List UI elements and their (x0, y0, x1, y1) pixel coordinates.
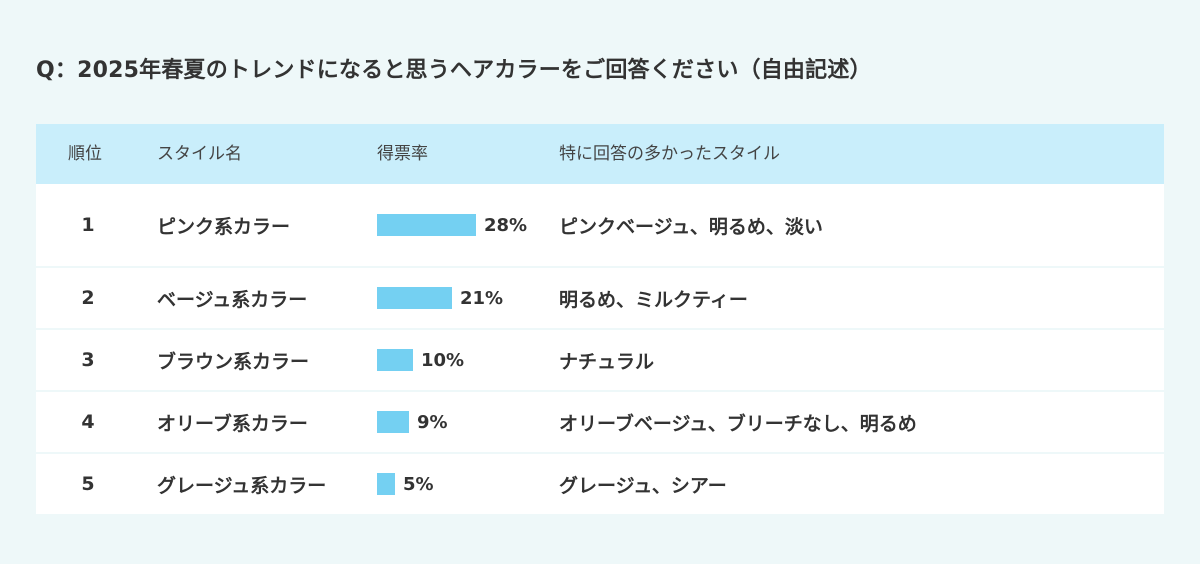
rank-number: 4 (81, 411, 95, 433)
share-cell: 5% (377, 454, 434, 514)
rank-number: 5 (81, 473, 95, 495)
share-percent: 9% (417, 411, 448, 433)
share-percent: 10% (421, 349, 465, 371)
share-percent: 28% (484, 214, 528, 236)
share-cell: 10% (377, 330, 464, 390)
share-bar (377, 349, 413, 371)
rank-number: 2 (81, 287, 95, 309)
style-name: グレージュ系カラー (157, 474, 327, 497)
top-comments: ナチュラル (559, 350, 655, 373)
share-bar (377, 411, 409, 433)
header-share: 得票率 (377, 144, 428, 164)
share-percent: 21% (460, 287, 504, 309)
style-name: オリーブ系カラー (157, 412, 308, 435)
table-header: 順位 スタイル名 得票率 特に回答の多かったスタイル (36, 124, 1164, 184)
table-row: 3 ブラウン系カラー 10% ナチュラル (36, 330, 1164, 392)
style-name: ピンク系カラー (157, 215, 291, 238)
top-comments: オリーブベージュ、ブリーチなし、明るめ (559, 412, 917, 435)
header-comment: 特に回答の多かったスタイル (559, 144, 780, 164)
top-comments: 明るめ、ミルクティー (559, 288, 748, 311)
style-name: ブラウン系カラー (157, 350, 310, 373)
header-style: スタイル名 (157, 144, 242, 164)
share-cell: 21% (377, 268, 503, 328)
page-title: Q：2025年春夏のトレンドになると思うヘアカラーをご回答ください（自由記述） (36, 58, 872, 83)
table-row: 2 ベージュ系カラー 21% 明るめ、ミルクティー (36, 268, 1164, 330)
table-row: 1 ピンク系カラー 28% ピンクベージュ、明るめ、淡い (36, 184, 1164, 268)
share-bar (377, 214, 476, 236)
rank-number: 3 (81, 349, 95, 371)
header-rank: 順位 (68, 144, 102, 164)
top-comments: ピンクベージュ、明るめ、淡い (559, 215, 823, 238)
ranking-table: 順位 スタイル名 得票率 特に回答の多かったスタイル 1 ピンク系カラー 28%… (36, 124, 1164, 514)
share-bar (377, 473, 395, 495)
style-name: ベージュ系カラー (157, 288, 308, 311)
share-bar (377, 287, 452, 309)
table-row: 4 オリーブ系カラー 9% オリーブベージュ、ブリーチなし、明るめ (36, 392, 1164, 454)
share-cell: 9% (377, 392, 448, 452)
share-percent: 5% (403, 473, 434, 495)
top-comments: グレージュ、シアー (559, 474, 727, 497)
table-row: 5 グレージュ系カラー 5% グレージュ、シアー (36, 454, 1164, 514)
rank-number: 1 (81, 214, 95, 236)
share-cell: 28% (377, 184, 527, 266)
